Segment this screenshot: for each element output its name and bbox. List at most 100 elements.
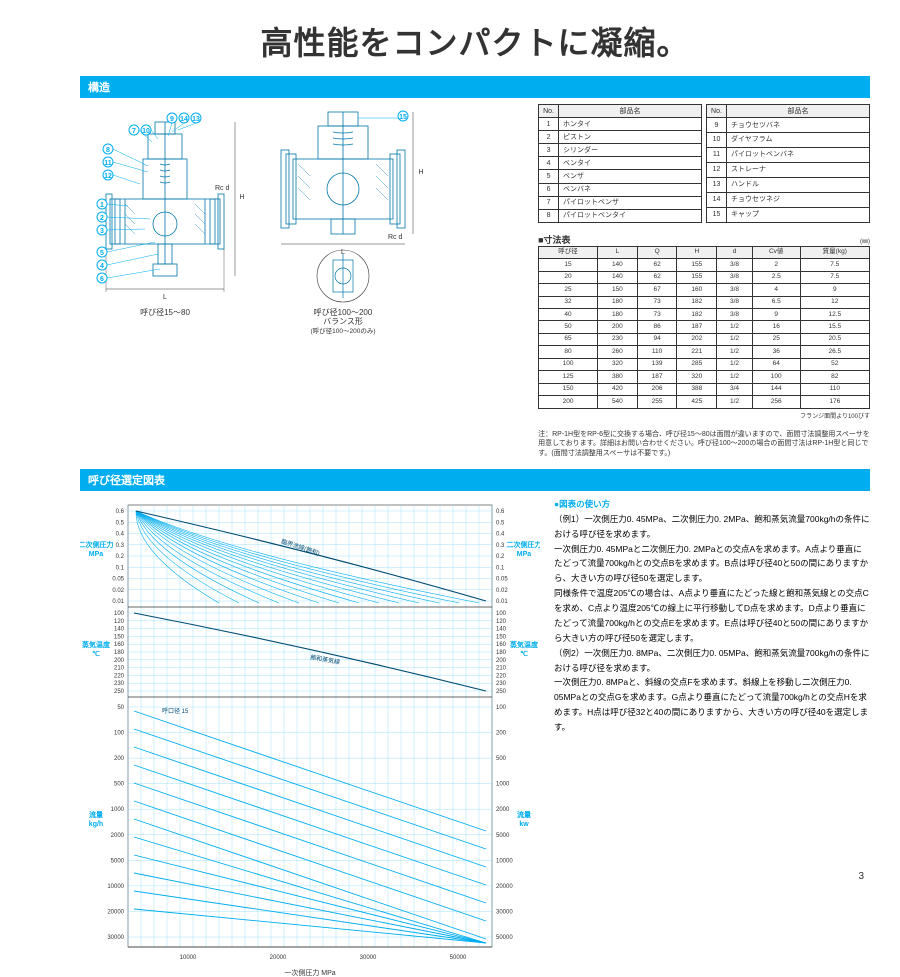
svg-text:kw: kw (519, 821, 529, 828)
svg-text:0.1: 0.1 (496, 565, 505, 571)
svg-text:5000: 5000 (496, 833, 510, 839)
svg-text:120: 120 (496, 619, 507, 625)
svg-text:2000: 2000 (496, 807, 510, 813)
structure-row: 8 11 12 7 10 9 14 13 1 2 3 5 4 6 (80, 104, 870, 459)
svg-text:180: 180 (114, 650, 125, 656)
svg-text:140: 140 (114, 627, 125, 633)
diagram-1: 8 11 12 7 10 9 14 13 1 2 3 5 4 6 (80, 104, 250, 459)
dim-unit: (㎜) (860, 236, 870, 245)
svg-text:10000: 10000 (180, 955, 197, 961)
svg-text:℃: ℃ (92, 650, 100, 658)
svg-text:0.3: 0.3 (116, 543, 125, 549)
svg-text:20000: 20000 (107, 909, 124, 915)
th-name: 部品名 (726, 105, 869, 118)
svg-text:30000: 30000 (496, 909, 513, 915)
svg-text:0.5: 0.5 (116, 520, 125, 526)
svg-text:100: 100 (496, 705, 507, 711)
svg-text:12: 12 (104, 173, 112, 180)
svg-text:180: 180 (496, 650, 507, 656)
svg-text:Rc d: Rc d (215, 185, 230, 192)
svg-text:蒸気温度: 蒸気温度 (82, 640, 111, 649)
svg-text:14: 14 (180, 116, 188, 123)
chart-row: 0.60.60.50.50.40.40.30.30.20.20.10.10.05… (80, 497, 870, 977)
svg-text:H: H (239, 194, 244, 201)
page-title: 高性能をコンパクトに凝縮。 (80, 18, 870, 64)
svg-text:20000: 20000 (496, 884, 513, 890)
svg-text:MPa: MPa (517, 551, 532, 558)
svg-text:220: 220 (496, 673, 507, 679)
svg-text:0.4: 0.4 (116, 531, 125, 537)
svg-text:30000: 30000 (107, 935, 124, 941)
svg-text:0.6: 0.6 (496, 509, 505, 515)
svg-text:140: 140 (496, 627, 507, 633)
svg-text:℃: ℃ (520, 650, 528, 658)
svg-text:9: 9 (170, 116, 174, 123)
svg-text:200: 200 (114, 756, 125, 762)
svg-text:0.3: 0.3 (496, 543, 505, 549)
svg-text:210: 210 (496, 666, 507, 672)
svg-text:1: 1 (100, 202, 104, 209)
svg-text:二次側圧力: 二次側圧力 (80, 540, 114, 549)
svg-text:30000: 30000 (360, 955, 377, 961)
dim-title: ■寸法表 (538, 233, 570, 246)
svg-text:0.2: 0.2 (116, 554, 125, 560)
svg-text:H: H (418, 169, 423, 176)
info-column: No.部品名 1ホンタイ2ピストン3シリンダー4ベンタイ5ベンザ6ベンバネ7パイ… (538, 104, 870, 459)
svg-text:0.05: 0.05 (496, 576, 508, 582)
svg-text:13: 13 (192, 116, 200, 123)
svg-text:0.01: 0.01 (112, 599, 124, 605)
svg-text:160: 160 (496, 642, 507, 648)
svg-text:120: 120 (114, 619, 125, 625)
svg-text:220: 220 (114, 673, 125, 679)
th-no: No. (539, 105, 559, 118)
diagram1-caption: 呼び径15～80 (80, 307, 250, 318)
svg-text:0.02: 0.02 (112, 588, 124, 594)
svg-text:4: 4 (100, 263, 104, 270)
svg-text:10000: 10000 (107, 884, 124, 890)
svg-text:0.05: 0.05 (112, 576, 124, 582)
usage-title: ●図表の使い方 (554, 497, 870, 512)
svg-text:250: 250 (496, 689, 507, 695)
svg-text:50000: 50000 (496, 935, 513, 941)
svg-text:kg/h: kg/h (89, 821, 103, 828)
svg-text:200: 200 (496, 658, 507, 664)
svg-text:500: 500 (496, 756, 507, 762)
svg-text:1000: 1000 (496, 782, 510, 788)
svg-text:8: 8 (106, 147, 110, 154)
svg-text:11: 11 (104, 160, 112, 167)
svg-text:50000: 50000 (450, 955, 467, 961)
svg-text:500: 500 (114, 782, 125, 788)
svg-text:230: 230 (496, 681, 507, 687)
section-chart: 呼び径選定図表 (80, 469, 870, 491)
page-number: 3 (858, 871, 864, 882)
diagram-2: 15 L H Rc d 呼び径100～200 バランス形 (呼び径100～200… (258, 104, 428, 459)
svg-text:呼口径 15: 呼口径 15 (162, 707, 189, 715)
diagram3-sub: (呼び径100～200のみ) (258, 325, 428, 335)
svg-text:流量: 流量 (89, 810, 103, 819)
parts-table-left: No.部品名 1ホンタイ2ピストン3シリンダー4ベンタイ5ベンザ6ベンバネ7パイ… (538, 104, 702, 223)
svg-text:10000: 10000 (496, 858, 513, 864)
svg-text:0.01: 0.01 (496, 599, 508, 605)
svg-text:150: 150 (496, 634, 507, 640)
svg-text:3: 3 (100, 228, 104, 235)
svg-text:二次側圧力: 二次側圧力 (507, 540, 541, 549)
svg-text:20000: 20000 (270, 955, 287, 961)
parts-tables: No.部品名 1ホンタイ2ピストン3シリンダー4ベンタイ5ベンザ6ベンバネ7パイ… (538, 104, 870, 223)
svg-text:100: 100 (114, 730, 125, 736)
svg-text:100: 100 (496, 611, 507, 617)
svg-text:蒸気温度: 蒸気温度 (510, 640, 539, 649)
usage-body: （例1）一次側圧力0. 45MPa、二次側圧力0. 2MPa、飽和蒸気流量700… (554, 512, 870, 735)
th-name: 部品名 (558, 105, 701, 118)
chart-column: 0.60.60.50.50.40.40.30.30.20.20.10.10.05… (80, 497, 540, 977)
svg-text:250: 250 (114, 689, 125, 695)
svg-text:0.02: 0.02 (496, 588, 508, 594)
section-structure: 構造 (80, 76, 870, 98)
svg-text:0.6: 0.6 (116, 509, 125, 515)
svg-text:150: 150 (114, 634, 125, 640)
valve-cross-section-2: 15 L H Rc d (258, 104, 428, 304)
svg-text:100: 100 (114, 611, 125, 617)
svg-text:L: L (163, 294, 167, 301)
svg-text:210: 210 (114, 666, 125, 672)
diagrams: 8 11 12 7 10 9 14 13 1 2 3 5 4 6 (80, 104, 528, 459)
footnote: 注：RP-1H型をRP-6型に交換する場合、呼び径15～80は面間が違いますので… (538, 430, 870, 459)
